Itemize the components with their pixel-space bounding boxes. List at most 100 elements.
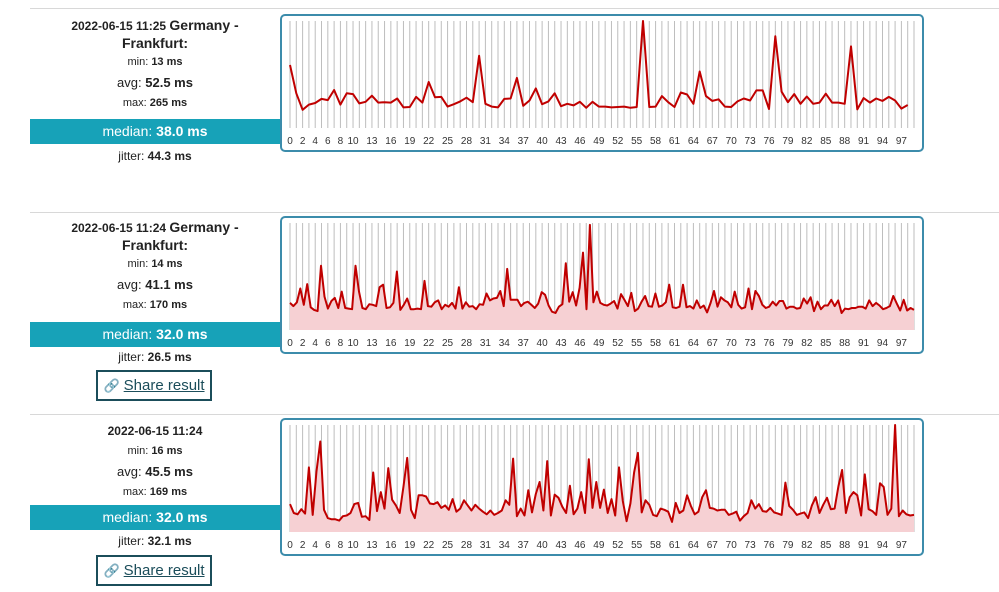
x-tick-label: 67 [707, 540, 719, 551]
x-tick-label: 64 [688, 540, 700, 551]
x-tick-label: 85 [820, 136, 832, 147]
ping-chart-svg: 0 2 4 6 8 10 13 16 19 22 25 28 31 34 37 40 43 46 49 52 55 58 6… [287, 223, 915, 349]
share-result-button[interactable]: 🔗 Share result [96, 370, 212, 401]
max-value: 265 ms [149, 97, 188, 109]
x-tick-label: 70 [726, 338, 738, 349]
x-tick-label: 97 [896, 136, 908, 147]
x-tick-label: 2 [300, 136, 306, 147]
x-tick-label: 97 [896, 338, 908, 349]
max-value: 170 ms [149, 299, 188, 311]
x-tick-label: 19 [404, 540, 416, 551]
x-tick-label: 25 [442, 338, 454, 349]
share-result-label: Share result [123, 377, 205, 394]
x-tick-label: 46 [574, 540, 586, 551]
min-value: 16 ms [151, 445, 183, 457]
divider [30, 414, 999, 415]
x-tick-label: 13 [366, 540, 378, 551]
series-line [289, 20, 909, 111]
min-label: min: [127, 258, 149, 270]
x-tick-label: 40 [537, 540, 549, 551]
median-bar: median: 38.0 ms [30, 119, 280, 144]
x-tick-label: 88 [839, 540, 851, 551]
x-tick-label: 8 [338, 136, 344, 147]
result-card: 2022-06-15 11:24 Germany - Frankfurt: mi… [30, 216, 999, 406]
x-tick-label: 10 [347, 540, 359, 551]
timestamp: 2022-06-15 11:24 [107, 424, 203, 438]
jitter-label: jitter: [118, 149, 145, 163]
x-tick-label: 55 [631, 338, 643, 349]
series-area [290, 425, 914, 532]
ping-chart-svg: 0 2 4 6 8 10 13 16 19 22 25 28 31 34 37 40 43 46 49 52 55 58 6… [287, 424, 915, 551]
series-area [290, 224, 914, 330]
x-tick-label: 25 [442, 136, 454, 147]
x-tick-label: 58 [650, 338, 662, 349]
x-tick-label: 73 [745, 338, 757, 349]
x-tick-label: 76 [763, 136, 775, 147]
min-value: 14 ms [151, 258, 183, 270]
location-line2: Frankfurt: [121, 237, 189, 253]
result-card: 2022-06-15 11:24 min: 16 ms avg: 45.5 ms… [30, 418, 999, 592]
x-tick-label: 88 [839, 338, 851, 349]
x-tick-label: 46 [574, 136, 586, 147]
jitter-value: 26.5 ms [147, 350, 192, 364]
x-tick-label: 37 [518, 136, 530, 147]
max-label: max: [122, 299, 147, 311]
x-tick-label: 70 [726, 136, 738, 147]
x-tick-label: 43 [555, 338, 567, 349]
x-tick-label: 0 [287, 540, 293, 551]
x-tick-label: 34 [499, 338, 511, 349]
x-tick-label: 70 [726, 540, 738, 551]
x-tick-label: 94 [877, 136, 889, 147]
x-tick-label: 8 [338, 338, 344, 349]
max-label: max: [122, 486, 147, 498]
jitter-label: jitter: [118, 350, 145, 364]
link-icon: 🔗 [103, 378, 120, 393]
x-tick-label: 52 [612, 540, 624, 551]
x-tick-label: 49 [593, 338, 605, 349]
x-tick-label: 52 [612, 338, 624, 349]
x-tick-label: 49 [593, 540, 605, 551]
x-tick-label: 52 [612, 136, 624, 147]
avg-label: avg: [117, 277, 142, 292]
x-tick-label: 16 [385, 136, 397, 147]
x-tick-label: 82 [801, 136, 813, 147]
divider [30, 212, 999, 213]
x-tick-label: 37 [518, 540, 530, 551]
x-tick-label: 8 [338, 540, 344, 551]
x-tick-label: 58 [650, 136, 662, 147]
x-tick-label: 61 [669, 338, 681, 349]
jitter-value: 44.3 ms [147, 149, 192, 163]
x-tick-label: 91 [858, 338, 870, 349]
min-label: min: [127, 56, 149, 68]
x-tick-label: 22 [423, 338, 435, 349]
x-tick-label: 94 [877, 540, 889, 551]
location-line2: Frankfurt: [121, 35, 189, 51]
ping-chart: 0 2 4 6 8 10 13 16 19 22 25 28 31 34 37 40 43 46 49 52 55 58 6… [280, 418, 924, 556]
x-tick-label: 97 [896, 540, 908, 551]
x-tick-label: 46 [574, 338, 586, 349]
x-tick-label: 4 [312, 338, 318, 349]
x-tick-label: 55 [631, 540, 643, 551]
result-card: 2022-06-15 11:25 Germany - Frankfurt: mi… [30, 14, 999, 204]
x-tick-label: 2 [300, 338, 306, 349]
median-label: median: [102, 509, 153, 525]
location-line1: Germany - [169, 219, 239, 235]
x-tick-label: 79 [782, 540, 794, 551]
x-tick-label: 73 [745, 136, 757, 147]
min-label: min: [127, 445, 149, 457]
median-bar: median: 32.0 ms [30, 505, 280, 530]
x-tick-label: 31 [480, 136, 492, 147]
x-tick-label: 6 [325, 338, 331, 349]
x-tick-label: 10 [347, 136, 359, 147]
jitter: jitter: 26.5 ms [30, 350, 280, 364]
x-tick-label: 22 [423, 136, 435, 147]
x-tick-label: 64 [688, 136, 700, 147]
x-tick-label: 40 [537, 338, 549, 349]
share-result-button[interactable]: 🔗 Share result [96, 555, 212, 586]
median-value: 32.0 ms [156, 326, 208, 342]
x-tick-label: 2 [300, 540, 306, 551]
median-bar: median: 32.0 ms [30, 322, 280, 347]
avg-label: avg: [117, 464, 142, 479]
avg-value: 41.1 ms [145, 277, 193, 292]
divider [30, 8, 999, 9]
